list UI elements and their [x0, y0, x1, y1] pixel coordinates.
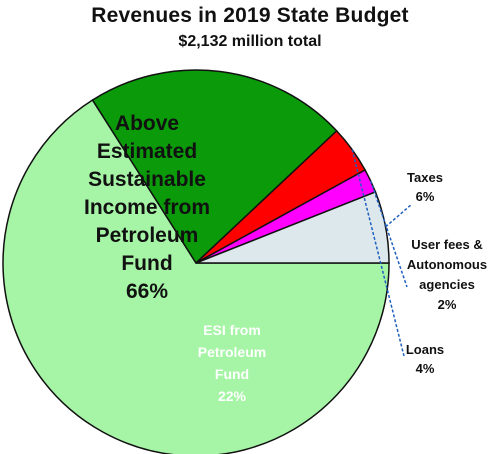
slice-label-line-0-5: Fund: [121, 252, 172, 275]
leader-line-2: [351, 149, 405, 357]
slice-label-2: Loans 4%: [406, 342, 444, 376]
slice-label-line-0-4: Petroleum: [96, 224, 199, 247]
pie-slice-4: [195, 190, 390, 264]
slice-label-line-0-3: Income from: [84, 196, 210, 219]
slice-label-line-4-0: Taxes: [407, 170, 443, 185]
slice-label-line-1-0: ESI from: [203, 322, 261, 338]
slice-label-3: User fees & Autonomous agencies 2%: [407, 237, 487, 312]
slice-label-line-3-2: agencies: [419, 277, 475, 292]
slice-label-line-2-0: Loans: [406, 342, 444, 357]
slice-label-line-0-0: Above: [115, 112, 179, 135]
chart-subtitle: $2,132 million total: [178, 33, 322, 50]
slice-label-1: ESI from Petroleum Fund 22%: [198, 322, 266, 404]
slice-label-0: Above Estimated Sustainable Income from Petr…: [84, 112, 210, 303]
slice-label-line-3-0: User fees &: [411, 237, 483, 252]
slice-label-line-0-1: Estimated: [97, 140, 197, 163]
slice-label-line-1-1: Petroleum: [198, 344, 266, 360]
leader-line-4: [385, 203, 413, 228]
slice-label-4: Taxes 6%: [407, 170, 443, 204]
pie-slice-1: [91, 69, 338, 265]
pie-slice-0: [2, 99, 390, 454]
leader-line-3: [369, 180, 408, 288]
slice-label-line-3-1: Autonomous: [407, 257, 487, 272]
slice-percent-3: 2%: [438, 297, 457, 312]
slice-percent-0: 66%: [126, 280, 168, 303]
chart-title: Revenues in 2019 State Budget: [91, 4, 409, 27]
slice-label-line-1-2: Fund: [215, 366, 249, 382]
slice-percent-4: 6%: [416, 189, 435, 204]
slice-percent-1: 22%: [218, 388, 247, 404]
slice-percent-2: 4%: [416, 361, 435, 376]
slice-label-line-0-2: Sustainable: [88, 168, 206, 191]
